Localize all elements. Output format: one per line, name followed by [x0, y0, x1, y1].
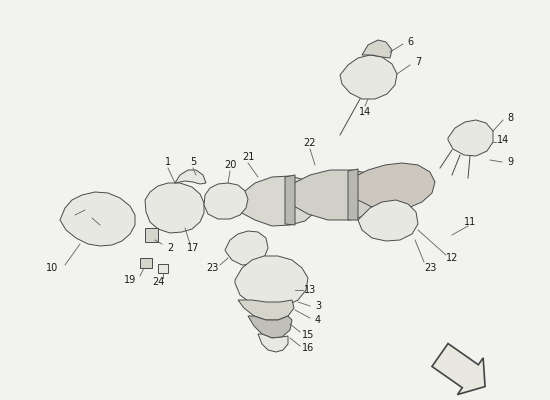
Text: 15: 15	[302, 330, 314, 340]
Text: 23: 23	[424, 263, 436, 273]
Text: 12: 12	[446, 253, 458, 263]
Text: 6: 6	[407, 37, 413, 47]
Text: 4: 4	[315, 315, 321, 325]
Text: 21: 21	[242, 152, 254, 162]
Polygon shape	[230, 176, 318, 226]
Text: 3: 3	[315, 301, 321, 311]
Polygon shape	[258, 334, 288, 352]
Polygon shape	[175, 170, 206, 184]
Text: 11: 11	[464, 217, 476, 227]
Text: 5: 5	[190, 157, 196, 167]
Polygon shape	[350, 163, 435, 210]
Polygon shape	[285, 175, 295, 225]
Polygon shape	[432, 344, 485, 394]
Polygon shape	[288, 170, 388, 220]
Polygon shape	[448, 120, 493, 156]
Text: 16: 16	[302, 343, 314, 353]
Text: 19: 19	[124, 275, 136, 285]
Text: 23: 23	[206, 263, 218, 273]
Polygon shape	[362, 40, 392, 58]
Polygon shape	[235, 256, 308, 308]
Polygon shape	[348, 169, 358, 220]
Text: 22: 22	[304, 138, 316, 148]
Polygon shape	[225, 231, 268, 265]
Polygon shape	[60, 192, 135, 246]
Text: 17: 17	[187, 243, 199, 253]
Text: 8: 8	[507, 113, 513, 123]
Polygon shape	[204, 183, 248, 219]
Text: 14: 14	[497, 135, 509, 145]
Polygon shape	[145, 228, 158, 242]
Polygon shape	[340, 55, 397, 99]
Polygon shape	[140, 258, 152, 268]
Text: 2: 2	[167, 243, 173, 253]
Text: 9: 9	[507, 157, 513, 167]
Polygon shape	[358, 200, 418, 241]
Polygon shape	[145, 183, 204, 233]
Text: 20: 20	[224, 160, 236, 170]
Polygon shape	[238, 300, 294, 320]
Text: 24: 24	[152, 277, 164, 287]
Polygon shape	[248, 316, 292, 338]
Text: 14: 14	[359, 107, 371, 117]
Text: 7: 7	[415, 57, 421, 67]
Text: 13: 13	[304, 285, 316, 295]
Polygon shape	[158, 264, 168, 273]
Text: 1: 1	[165, 157, 171, 167]
Text: 10: 10	[46, 263, 58, 273]
